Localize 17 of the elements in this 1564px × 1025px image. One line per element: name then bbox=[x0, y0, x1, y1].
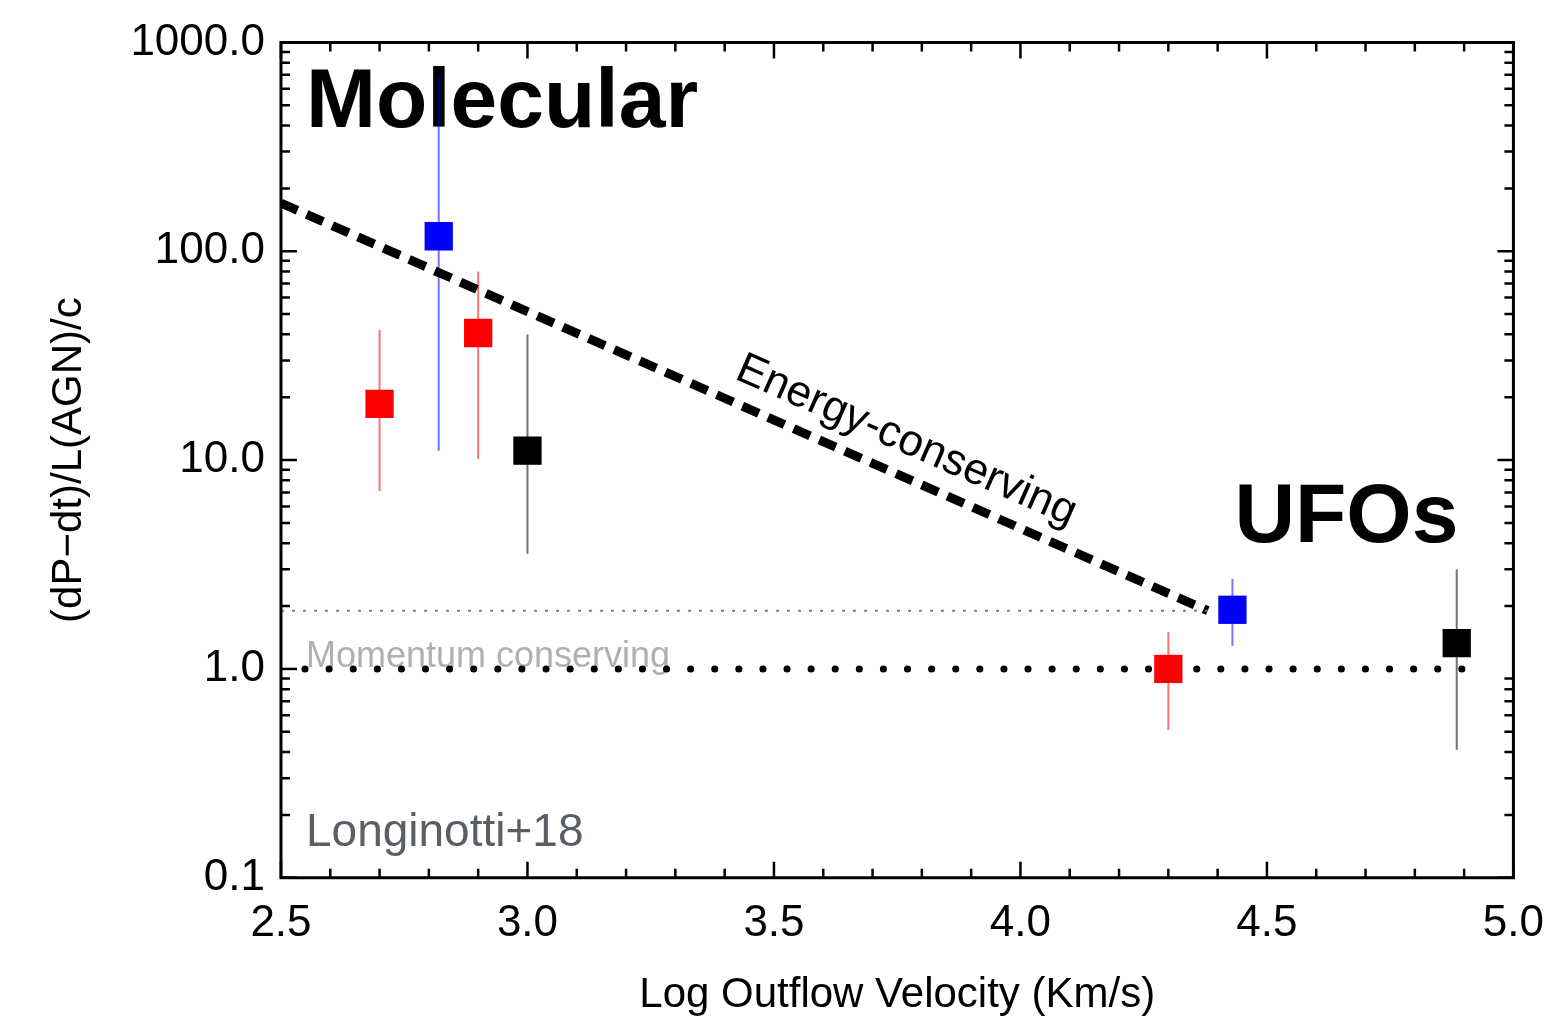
x-tick-label: 5.0 bbox=[1482, 896, 1544, 946]
annotation: Longinotti+18 bbox=[305, 803, 584, 856]
x-tick-label: 4.5 bbox=[1236, 896, 1298, 946]
y-tick-label: 1.0 bbox=[203, 641, 265, 691]
x-tick-label: 2.5 bbox=[250, 896, 312, 946]
y-tick-label: 1000.0 bbox=[130, 14, 265, 64]
x-tick-label: 3.0 bbox=[496, 896, 559, 946]
ref-line-label: Momentum conserving bbox=[305, 633, 671, 675]
x-tick-label: 4.0 bbox=[989, 896, 1052, 946]
x-axis-title: Log Outflow Velocity (Km/s) bbox=[639, 969, 1156, 1017]
y-tick-label: 100.0 bbox=[154, 223, 265, 273]
annotation: Molecular bbox=[305, 51, 699, 146]
x-tick-label: 3.5 bbox=[743, 896, 805, 946]
y-axis-title: (dP−dt)/L(AGN)/c bbox=[42, 297, 90, 623]
y-tick-label: 10.0 bbox=[179, 432, 265, 482]
annotation: UFOs bbox=[1234, 466, 1459, 561]
y-tick-label: 0.1 bbox=[203, 849, 265, 899]
